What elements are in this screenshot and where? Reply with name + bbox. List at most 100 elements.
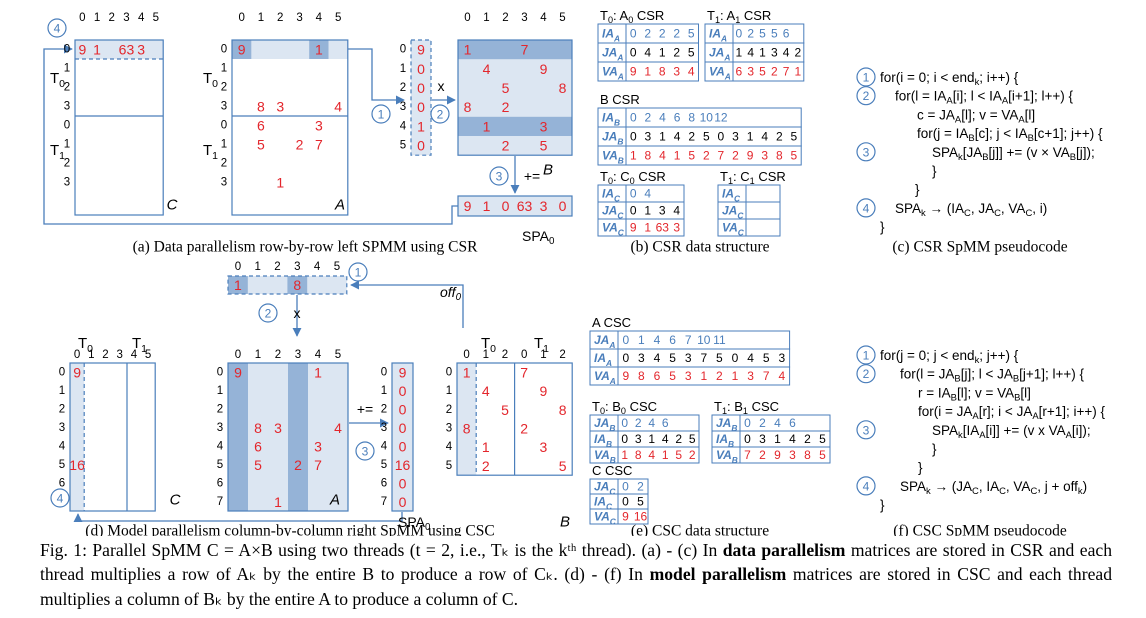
- text-part: : A: [613, 8, 629, 23]
- matrix-value: 8: [293, 277, 301, 293]
- text-part: : C: [733, 169, 750, 184]
- table-value: 2: [732, 149, 739, 163]
- table-value: 2: [673, 46, 680, 60]
- matrix-value: 5: [257, 137, 265, 153]
- table-value: 1: [644, 65, 651, 79]
- code-line: r = IAB[l]; v = VAB[l]: [918, 385, 1031, 404]
- table-value: 3: [759, 432, 766, 446]
- matrix-value: 5: [559, 458, 567, 474]
- rich-text: T0: [50, 70, 65, 91]
- column-index: 2: [559, 349, 565, 361]
- matrix-value: 0: [399, 401, 407, 417]
- text-part: 0: [621, 406, 626, 416]
- row-index: 1: [221, 63, 227, 75]
- row-index: 7: [381, 496, 387, 508]
- step-circle: [348, 262, 368, 282]
- text-part: for(l = IA: [895, 88, 946, 103]
- text-part: A: [723, 53, 730, 63]
- table-value: 9: [774, 448, 781, 462]
- table-value: 3: [747, 65, 754, 79]
- subcaption: (d) Model parallelism column-by-column r…: [85, 523, 494, 537]
- text-part: }: [915, 182, 920, 197]
- row-index: 5: [446, 460, 452, 472]
- text-part: 0: [490, 343, 496, 355]
- row-index: 0: [217, 366, 223, 378]
- highlight: [75, 40, 164, 59]
- table-value: 1: [747, 130, 754, 144]
- table-value: 7: [718, 149, 725, 163]
- table-value: 5: [819, 448, 826, 462]
- text-part: C: [617, 211, 624, 221]
- matrix-value: 5: [254, 457, 262, 473]
- row-label: IAC: [722, 187, 741, 204]
- step-circle: [856, 86, 876, 106]
- row-index: 2: [381, 403, 387, 415]
- text-part: 0: [59, 78, 65, 90]
- table-value: 3: [771, 46, 778, 60]
- text-part: IA: [722, 187, 734, 201]
- table-value-cell: [745, 218, 781, 237]
- step-number: 4: [57, 492, 64, 506]
- matrix-value: 4: [334, 420, 342, 436]
- text-part: SPA: [895, 200, 921, 215]
- row-label: JAB: [594, 416, 615, 433]
- text-part: T: [78, 335, 87, 352]
- matrix-value: 3: [540, 439, 548, 455]
- text-part: 1: [141, 343, 147, 355]
- text-part: JA: [602, 46, 617, 60]
- matrix-name: C: [170, 492, 181, 509]
- text-part: JA: [709, 46, 724, 60]
- text-part: 0: [87, 343, 93, 355]
- matrix-box: [391, 362, 414, 512]
- column-index: 2: [275, 349, 281, 361]
- column-index: 4: [138, 12, 145, 24]
- table-value: 3: [635, 432, 642, 446]
- row-index: 0: [400, 44, 406, 56]
- text-part: , JA: [971, 200, 994, 215]
- table-value-cell: [732, 61, 805, 82]
- matrix-value: 8: [464, 99, 472, 115]
- table-value: 7: [783, 65, 790, 79]
- row-label: JAA: [709, 46, 730, 63]
- text-part: [r+1]; i++) {: [1039, 404, 1106, 419]
- text-part: for(i = 0; i < end: [880, 70, 975, 85]
- text-part: SPA: [522, 228, 550, 244]
- row-label: JAA: [602, 46, 623, 63]
- row-index: 1: [64, 63, 70, 75]
- table-value-cell: [617, 366, 791, 386]
- table-value: 1: [774, 432, 781, 446]
- highlight: [309, 40, 329, 59]
- column-index: 1: [483, 349, 489, 361]
- matrix-value: 0: [417, 61, 425, 77]
- caption-text: matrices are stored in CSC and each thre…: [40, 564, 1112, 609]
- text-part: B: [609, 423, 615, 433]
- step-number: 4: [863, 479, 870, 493]
- highlight: [232, 40, 252, 59]
- text-part: : A: [720, 8, 736, 23]
- text-part: C: [1025, 208, 1032, 219]
- text-part: B: [732, 455, 738, 465]
- matrix-value: 1: [464, 42, 472, 58]
- column-index: 0: [235, 349, 241, 361]
- text-part: A: [1018, 114, 1025, 125]
- text-part: 0: [628, 15, 633, 25]
- column-index: 1: [258, 12, 264, 24]
- table-value: 1: [759, 46, 766, 60]
- row-label: JAA: [594, 333, 615, 350]
- row-index: 1: [217, 385, 223, 397]
- text-part: [j]] += (v × VA: [989, 144, 1070, 159]
- row-index: 2: [221, 82, 227, 94]
- matrix-box: [74, 39, 164, 216]
- matrix-value: 9: [73, 364, 81, 380]
- matrix-value: 3: [276, 99, 284, 115]
- text-part: SPA: [932, 422, 958, 437]
- table-title: T0: C0 CSR: [600, 169, 666, 187]
- row-index: 4: [446, 441, 453, 453]
- column-index: 3: [295, 349, 301, 361]
- table-value: 2: [659, 27, 666, 41]
- text-part: 1: [715, 15, 720, 25]
- text-part: ; j++) {: [979, 348, 1019, 363]
- column-index: 4: [540, 12, 547, 24]
- rich-text: T0: [203, 70, 218, 91]
